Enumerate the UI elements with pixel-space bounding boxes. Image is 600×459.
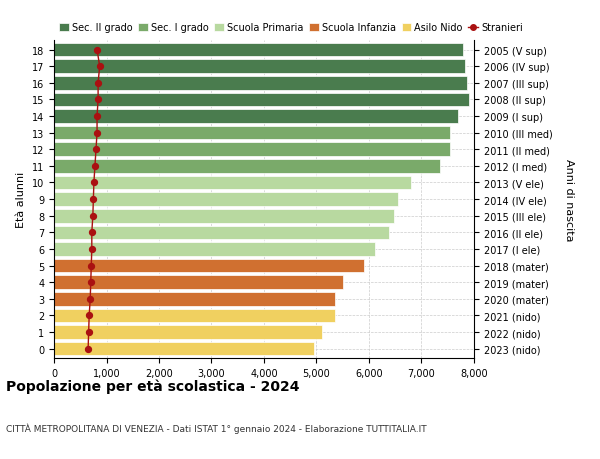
Bar (54, 193, 398, 207)
Bar (54, 176, 411, 190)
Point (89, 196, 98, 203)
Point (86, 263, 96, 270)
Bar (54, 243, 376, 256)
Point (83, 345, 93, 353)
Bar (54, 325, 322, 339)
Point (85, 312, 94, 319)
Y-axis label: Anni di nascita: Anni di nascita (563, 158, 574, 241)
Text: Popolazione per età scolastica - 2024: Popolazione per età scolastica - 2024 (6, 379, 299, 393)
Point (94, 96, 103, 104)
Point (87, 246, 97, 253)
Bar (54, 77, 467, 90)
Bar (54, 259, 364, 273)
Bar (54, 276, 343, 289)
Bar (54, 93, 469, 107)
Point (87, 229, 97, 236)
Bar (54, 60, 464, 74)
Point (88, 213, 98, 220)
Bar (54, 44, 463, 57)
Bar (54, 342, 314, 356)
Point (84, 329, 94, 336)
Point (90, 163, 100, 170)
Bar (54, 226, 389, 240)
Point (95, 63, 104, 71)
Bar (54, 143, 451, 157)
Point (89, 179, 99, 187)
Point (91, 146, 101, 154)
Bar (54, 110, 458, 123)
Point (92, 113, 102, 120)
Text: CITTÀ METROPOLITANA DI VENEZIA - Dati ISTAT 1° gennaio 2024 - Elaborazione TUTTI: CITTÀ METROPOLITANA DI VENEZIA - Dati IS… (6, 422, 427, 433)
Bar (54, 309, 335, 323)
Point (94, 80, 103, 87)
Bar (54, 127, 451, 140)
Point (92, 47, 102, 54)
Bar (54, 160, 440, 174)
Y-axis label: Età alunni: Età alunni (16, 172, 26, 228)
Point (85, 296, 95, 303)
Bar (54, 209, 394, 223)
Legend: Sec. II grado, Sec. I grado, Scuola Primaria, Scuola Infanzia, Asilo Nido, Stran: Sec. II grado, Sec. I grado, Scuola Prim… (59, 23, 523, 34)
Bar (54, 292, 335, 306)
Point (92, 129, 102, 137)
Point (86, 279, 95, 286)
